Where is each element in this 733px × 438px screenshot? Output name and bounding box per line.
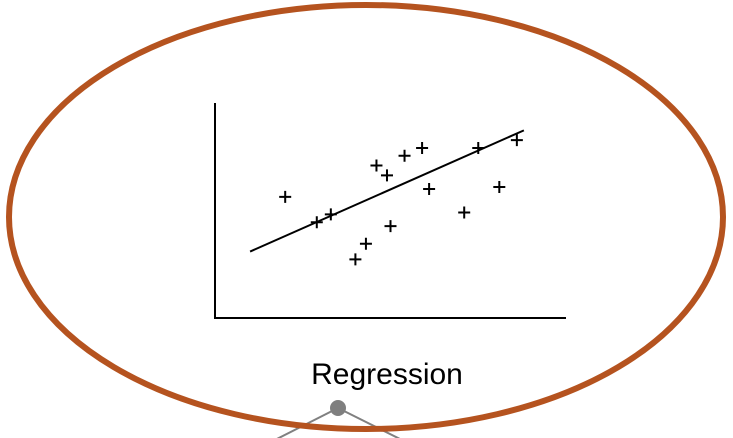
chart-axes (214, 103, 566, 319)
plus-icon (380, 169, 393, 182)
plus-icon (349, 253, 362, 266)
trend-line (249, 129, 525, 253)
diagram-label: Regression (311, 358, 463, 391)
plus-icon (493, 181, 506, 194)
plus-icon (458, 206, 471, 219)
plus-icon (510, 134, 523, 147)
plus-icon (279, 190, 292, 203)
plus-icon (423, 183, 436, 195)
plus-icon (384, 220, 397, 233)
plus-icon (370, 159, 383, 172)
scatter-points (279, 134, 523, 266)
plus-icon (416, 141, 429, 154)
plus-icon (398, 149, 411, 162)
category-ellipse (6, 2, 726, 432)
plus-icon (359, 237, 372, 250)
connector-line-right (337, 407, 401, 438)
connector-node (330, 400, 346, 416)
